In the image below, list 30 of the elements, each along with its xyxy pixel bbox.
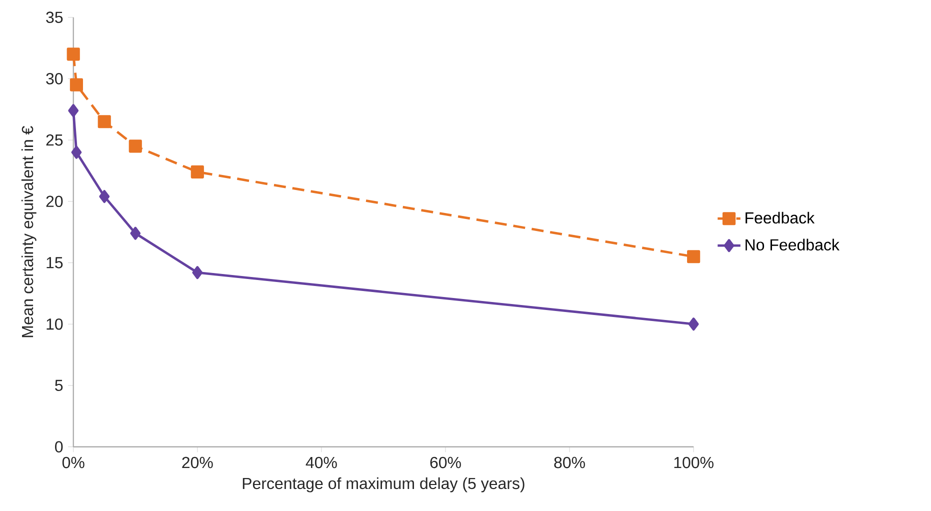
point: [687, 250, 700, 264]
y-tick-label: 20: [46, 196, 63, 208]
legend-label: No Feedback: [746, 238, 840, 251]
x-tick-label: 100%: [674, 456, 714, 468]
x-tick-label: 80%: [554, 456, 585, 468]
point: [190, 165, 204, 179]
y-tick-label: 5: [55, 380, 63, 392]
y-tick-label: 30: [46, 73, 63, 84]
legend-label: Feedback: [746, 212, 815, 224]
x-tick-label: 60%: [430, 456, 461, 468]
point: [68, 104, 79, 118]
y-axis-title: Mean certainty equivalent in €: [21, 126, 36, 338]
point: [128, 140, 142, 153]
x-tick-label: 20%: [182, 456, 213, 468]
point: [70, 78, 83, 92]
point: [192, 266, 203, 280]
x-tick-label: 40%: [306, 456, 337, 468]
point: [71, 146, 82, 159]
x-tick-label: 0%: [62, 456, 84, 468]
y-tick-label: 35: [46, 12, 63, 24]
point: [66, 48, 80, 61]
x-axis-title: Percentage of maximum delay (5 years): [242, 477, 524, 492]
point: [130, 226, 141, 240]
y-tick-label: 25: [46, 134, 63, 146]
point: [688, 318, 699, 331]
point: [99, 190, 110, 204]
point: [98, 115, 111, 128]
y-tick-label: 10: [46, 318, 63, 330]
y-tick-label: 0: [55, 441, 63, 453]
y-tick-label: 15: [46, 257, 63, 268]
